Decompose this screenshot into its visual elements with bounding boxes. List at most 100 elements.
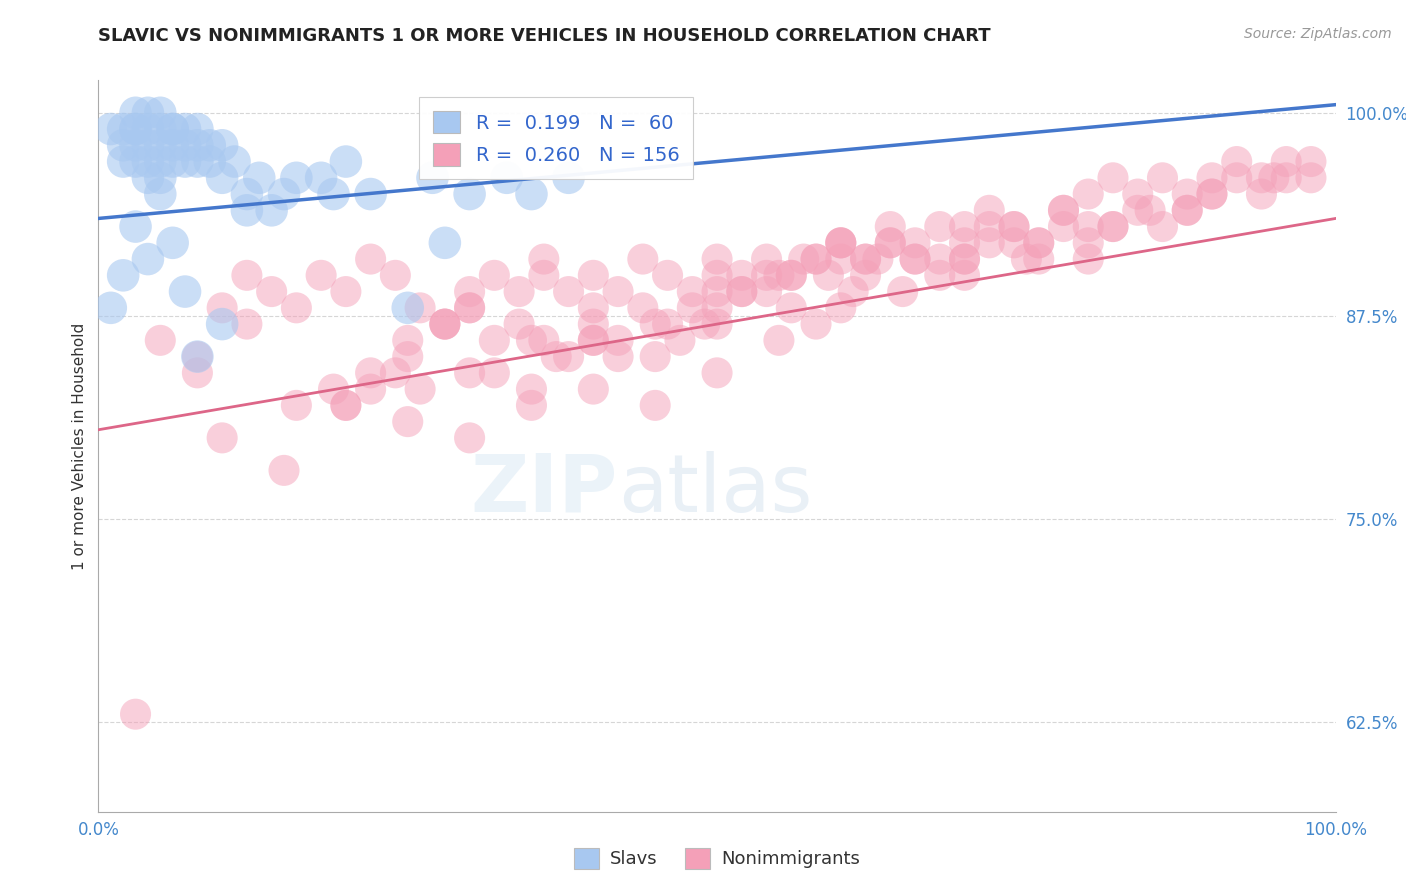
Point [124,154,146,169]
Point [780,268,803,283]
Point [186,154,208,169]
Point [644,317,666,331]
Point [1052,203,1074,218]
Point [804,252,827,266]
Point [433,317,456,331]
Text: ZIP: ZIP [471,450,619,529]
Point [162,235,184,250]
Point [1175,203,1198,218]
Point [335,398,357,412]
Point [360,187,382,202]
Point [557,350,579,364]
Point [149,105,172,120]
Point [731,285,754,299]
Point [396,415,419,429]
Point [755,268,778,283]
Point [1201,187,1223,202]
Point [693,317,716,331]
Point [842,285,865,299]
Point [1139,203,1161,218]
Point [458,366,481,380]
Point [979,203,1001,218]
Point [198,138,221,153]
Point [162,138,184,153]
Point [285,398,308,412]
Point [855,252,877,266]
Point [644,350,666,364]
Point [1226,154,1249,169]
Point [422,170,444,185]
Point [657,317,679,331]
Point [136,154,159,169]
Point [458,301,481,315]
Point [780,268,803,283]
Point [186,122,208,136]
Point [830,235,852,250]
Point [124,138,146,153]
Point [360,382,382,396]
Point [855,252,877,266]
Point [706,268,728,283]
Point [607,285,630,299]
Point [1275,154,1298,169]
Point [557,170,579,185]
Point [1002,219,1025,234]
Point [136,138,159,153]
Point [953,252,976,266]
Point [1126,203,1149,218]
Point [1077,219,1099,234]
Point [100,301,122,315]
Point [1126,187,1149,202]
Point [1263,170,1285,185]
Point [1102,219,1125,234]
Point [396,334,419,348]
Point [174,285,197,299]
Point [211,170,233,185]
Point [855,268,877,283]
Point [582,382,605,396]
Point [607,350,630,364]
Point [1175,187,1198,202]
Point [928,219,950,234]
Point [706,317,728,331]
Point [136,105,159,120]
Point [1201,170,1223,185]
Point [1028,252,1050,266]
Point [731,268,754,283]
Point [149,170,172,185]
Point [273,463,295,477]
Point [458,285,481,299]
Point [211,301,233,315]
Point [768,334,790,348]
Point [211,431,233,445]
Point [546,350,568,364]
Point [1028,235,1050,250]
Legend: Slavs, Nonimmigrants: Slavs, Nonimmigrants [567,840,868,876]
Point [433,317,456,331]
Point [174,138,197,153]
Point [520,382,543,396]
Point [335,154,357,169]
Point [830,235,852,250]
Point [681,301,703,315]
Point [335,398,357,412]
Point [124,219,146,234]
Point [1275,170,1298,185]
Point [1102,170,1125,185]
Point [631,252,654,266]
Point [1028,235,1050,250]
Point [260,285,283,299]
Point [582,317,605,331]
Point [112,122,135,136]
Point [1201,187,1223,202]
Point [211,317,233,331]
Point [260,203,283,218]
Point [484,366,506,380]
Point [804,317,827,331]
Point [1077,187,1099,202]
Point [149,334,172,348]
Point [236,268,259,283]
Point [891,285,914,299]
Point [706,301,728,315]
Point [979,219,1001,234]
